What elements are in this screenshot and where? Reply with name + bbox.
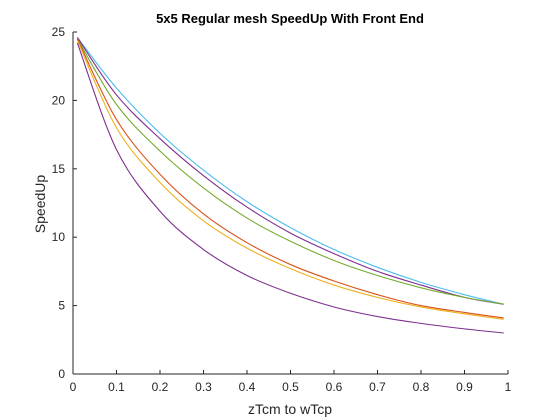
x-tick-label: 0.1 [108,380,125,394]
x-tick-label: 0.9 [456,380,473,394]
series-line-1 [76,37,504,305]
y-tick-label: 10 [52,230,66,244]
x-tick-label: 0.2 [152,380,169,394]
x-tick-label: 0 [70,380,77,394]
plot-series [76,37,504,334]
x-axis-label: zTcm to wTcp [248,401,332,417]
x-axis-ticks: 0 0.1 0.2 0.3 0.4 0.5 0.6 0.7 0.8 0.9 1 [70,370,512,394]
y-tick-label: 25 [52,25,66,39]
x-tick-label: 0.8 [413,380,430,394]
series-line-5 [76,39,504,320]
x-tick-label: 0.5 [282,380,299,394]
x-tick-label: 0.6 [326,380,343,394]
x-tick-label: 0.3 [195,380,212,394]
y-tick-label: 5 [58,299,65,313]
series-line-2 [76,37,504,305]
y-tick-label: 20 [52,93,66,107]
y-axis-ticks: 0 5 10 15 20 25 [52,25,77,381]
y-axis-label: SpeedUp [32,175,48,234]
x-tick-label: 1 [505,380,512,394]
axes [72,32,508,375]
chart-title: 5x5 Regular mesh SpeedUp With Front End [156,11,424,26]
y-tick-label: 15 [52,162,66,176]
x-tick-label: 0.7 [369,380,386,394]
y-tick-label: 0 [58,367,65,381]
series-line-3 [76,38,504,305]
series-line-4 [76,38,504,319]
x-tick-label: 0.4 [239,380,256,394]
series-line-6 [76,42,504,334]
